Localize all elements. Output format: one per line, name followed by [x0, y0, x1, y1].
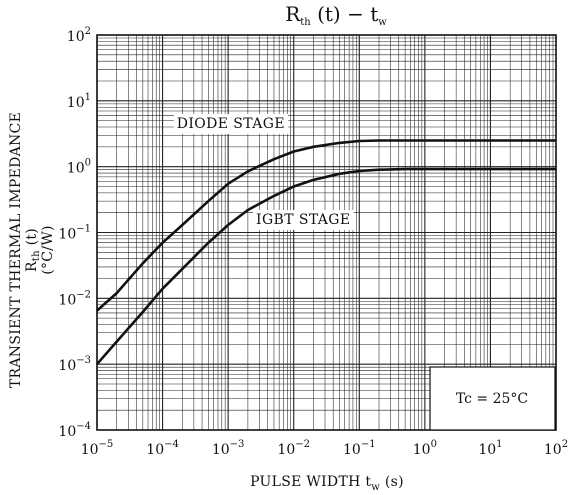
- condition-box: Tc = 25°C: [429, 366, 556, 431]
- series-label-diode: DIODE STAGE: [177, 116, 285, 132]
- y-axis-label-line3: (°C/W): [40, 225, 56, 275]
- x-tick-label: 10−3: [212, 439, 245, 458]
- x-tick-label: 10−2: [277, 439, 310, 458]
- plot-grid: [96, 35, 556, 431]
- y-tick-label: 10−1: [58, 224, 91, 243]
- series-line-igbt: [96, 167, 556, 366]
- x-tick-label: 100: [413, 439, 437, 458]
- y-tick-label: 102: [67, 26, 91, 45]
- series-line-diode: [96, 139, 556, 312]
- y-axis-label-line2: Rth (t): [24, 228, 42, 272]
- plot-series: [96, 139, 556, 366]
- x-tick-label: 102: [544, 439, 568, 458]
- x-tick-label: 10−1: [343, 439, 376, 458]
- x-tick-label: 10−5: [81, 439, 114, 458]
- y-tick-label: 10−3: [58, 355, 91, 374]
- y-tick-label: 100: [67, 158, 91, 177]
- x-axis-label: PULSE WIDTH tw (s): [250, 474, 404, 493]
- plot-frame: [96, 34, 557, 431]
- condition-box-frame: [429, 366, 556, 431]
- y-tick-label: 10−2: [58, 289, 91, 308]
- x-tick-label: 10−4: [146, 439, 179, 458]
- y-axis-label: TRANSIENT THERMAL IMPEDANCE Rth (t) (°C/…: [8, 112, 56, 388]
- condition-text: Tc = 25°C: [456, 391, 528, 407]
- series-label-background: [173, 114, 288, 135]
- x-tick-label: 101: [478, 439, 502, 458]
- y-tick-label: 101: [67, 92, 91, 111]
- y-tick-labels: 10−4 10−3 10−2 10−1 100 101 102: [58, 26, 91, 440]
- chart-title: Rth (t) − tw: [285, 2, 387, 28]
- y-tick-label: 10−4: [58, 421, 91, 440]
- x-tick-labels: 10−5 10−4 10−3 10−2 10−1 100 101 102: [81, 439, 568, 458]
- series-label-igbt: IGBT STAGE: [256, 212, 350, 228]
- series-label-background: [253, 210, 354, 231]
- y-axis-label-line1: TRANSIENT THERMAL IMPEDANCE: [8, 112, 24, 388]
- series-labels: DIODE STAGE IGBT STAGE: [173, 114, 354, 231]
